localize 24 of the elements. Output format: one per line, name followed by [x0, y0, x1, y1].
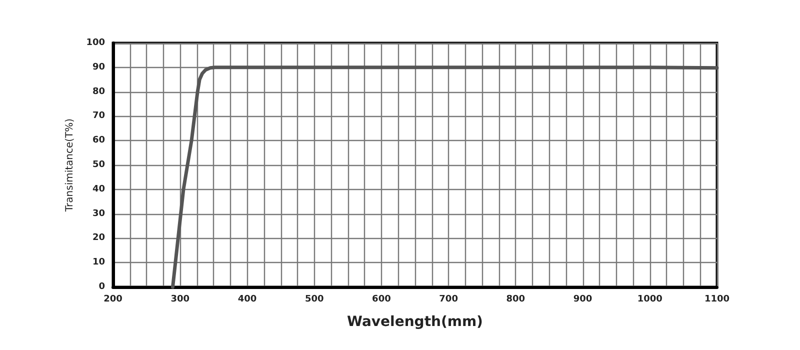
y-axis-title: Transimitance(T%): [64, 118, 76, 213]
line-series: [170, 66, 719, 289]
y-tick-label: 50: [92, 160, 105, 170]
x-tick-label: 600: [372, 294, 391, 304]
y-tick-label: 60: [92, 136, 105, 146]
x-tick-label: 800: [506, 294, 526, 304]
x-axis-title: Wavelength(mm): [347, 314, 483, 330]
y-tick-label: 40: [92, 184, 105, 194]
y-tick-label: 20: [92, 233, 105, 244]
x-tick-label: 1000: [637, 294, 662, 304]
y-tick-label: 10: [92, 258, 105, 268]
y-tick-label: 30: [92, 208, 105, 219]
y-tick-label: 70: [92, 111, 105, 122]
x-tick-label: 200: [104, 294, 122, 304]
x-tick-label: 700: [439, 294, 458, 304]
y-tick-label: 80: [92, 86, 105, 97]
x-tick-label: 300: [170, 294, 190, 304]
x-tick-label: 400: [238, 294, 257, 304]
y-tick-label: 90: [92, 62, 105, 72]
y-tick-label: 0: [98, 282, 105, 292]
x-tick-label: 1100: [704, 294, 730, 304]
y-tick-label: 100: [86, 38, 105, 48]
x-tick-label: 900: [573, 294, 592, 304]
x-tick-label: 500: [304, 294, 324, 304]
